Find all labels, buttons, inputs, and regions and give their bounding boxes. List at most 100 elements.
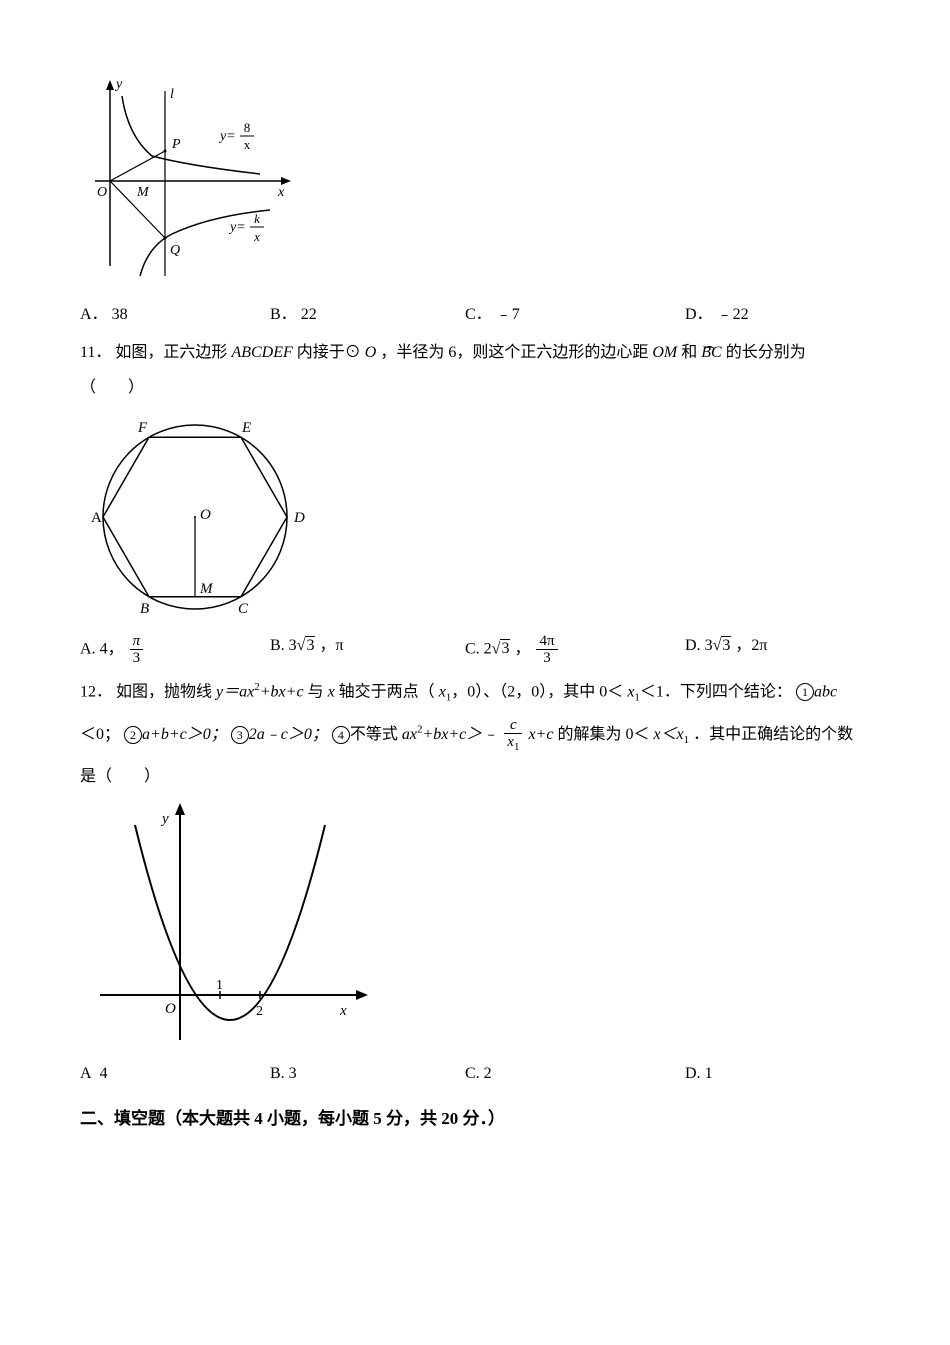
label-P: P [171, 137, 181, 152]
opt-val: 4， [100, 640, 124, 657]
var: x [439, 683, 446, 700]
q11-opt-b: B. 3√3 ，π [270, 633, 465, 667]
lbl-E: E [241, 420, 251, 436]
q12-opt-a: A 4 [80, 1061, 270, 1087]
num: c [504, 717, 522, 735]
sub: 1 [684, 734, 690, 746]
sub: 1 [514, 741, 520, 753]
txt: 和 [681, 344, 701, 361]
q11-opt-a: A. 4， π3 [80, 633, 270, 667]
sep: ，π [319, 637, 343, 654]
q10-svg: y x O l M P Q y= 8 x y= k x [80, 66, 300, 296]
poly: ABCDEF [231, 344, 292, 361]
txt: 的长分别为 [726, 344, 806, 361]
axis-y: y [160, 811, 169, 827]
lbl-O: O [200, 507, 211, 523]
q11-figure: A B C D E F O M [80, 407, 870, 627]
opt-label: A [80, 1065, 92, 1082]
txt: ，半径为 6，则这个正六边形的边心距 [380, 344, 652, 361]
val: 3 [289, 637, 297, 654]
eq1-prefix: y= [218, 129, 236, 144]
q12-tail: 是（ ） [80, 764, 870, 790]
val: 2 [484, 640, 492, 657]
txt: 轴交于两点（ [339, 683, 435, 700]
sqrt: 3 [721, 636, 731, 654]
q12-opt-c: C. 2 [465, 1061, 685, 1087]
q11-paren: （ ） [80, 375, 870, 401]
lbl-C: C [238, 601, 249, 617]
line-l-label: l [170, 87, 174, 102]
axis-x-label: x [277, 185, 285, 200]
q12-text-line1: 12． 如图，抛物线 y＝ax2+bx+c 与 x 轴交于两点（ x1，0）、（… [80, 679, 870, 707]
num: π [130, 633, 144, 651]
lbl-D: D [293, 510, 305, 526]
q10-opt-d: D． ﹣22 [685, 302, 749, 328]
txt: 的解集为 0＜ [557, 726, 649, 743]
txt: 如图，正六边形 [115, 344, 231, 361]
eq2-num: k [254, 211, 260, 226]
opt-val: 4 [100, 1065, 108, 1082]
opt-label: C． [465, 306, 492, 323]
opt-label: C. [465, 640, 480, 657]
sqrt: 3 [500, 639, 510, 657]
q11-text: 11． 如图，正六边形 ABCDEF 内接于⊙ O ，半径为 6，则这个正六边形… [80, 340, 870, 366]
eq: ax [402, 726, 417, 743]
q10-opt-b: B． 22 [270, 302, 465, 328]
txt: ＜0； [80, 726, 120, 743]
opt-label: D. [685, 1065, 701, 1082]
eq2-den: x [253, 229, 260, 244]
q11-options: A. 4， π3 B. 3√3 ，π C. 2√3 ， 4π3 D. 3√3 ，… [80, 633, 870, 667]
q-number: 12． [80, 683, 112, 700]
origin-label: O [97, 185, 107, 200]
s: a+b+c＞0； [142, 726, 227, 743]
opt-label: D. [685, 637, 701, 654]
den: 3 [536, 650, 557, 667]
origin: O [165, 1001, 176, 1017]
opt-label: B. [270, 637, 285, 654]
sep: ， [514, 640, 530, 657]
opt-val: 2 [484, 1065, 492, 1082]
tick2: 2 [256, 1004, 263, 1019]
opt-val: 38 [112, 306, 128, 323]
q12-options: A 4 B. 3 C. 2 D. 1 [80, 1061, 870, 1087]
txt: ＜1．下列四个结论： [640, 683, 792, 700]
center: O [365, 344, 377, 361]
q12-text-line2: ＜0； 2a+b+c＞0； 32a﹣c＞0； 4不等式 ax2+bx+c＞﹣ c… [80, 717, 870, 754]
opt-label: C. [465, 1065, 480, 1082]
q12-svg: y x O 1 2 [80, 795, 380, 1055]
tick1: 1 [216, 978, 223, 993]
opt-label: A. [80, 640, 96, 657]
q10-figure: y x O l M P Q y= 8 x y= k x [80, 66, 870, 296]
q12-figure: y x O 1 2 [80, 795, 870, 1055]
opt-val: ﹣22 [717, 306, 749, 323]
s: abc [814, 683, 837, 700]
opt-label: D． [685, 306, 713, 323]
opt-label: A． [80, 306, 108, 323]
txt: 不等式 [350, 726, 402, 743]
label-Q: Q [170, 243, 180, 258]
lbl-A: A [91, 510, 102, 526]
txt: 与 [308, 683, 328, 700]
section-2-heading: 二、填空题（本大题共 4 小题，每小题 5 分，共 20 分．） [80, 1105, 870, 1132]
lbl-B: B [140, 601, 149, 617]
eq: x＜x [653, 726, 683, 743]
val: 3 [705, 637, 713, 654]
q11-opt-c: C. 2√3 ， 4π3 [465, 633, 685, 667]
eq: +bx+c [260, 683, 304, 700]
q11-opt-d: D. 3√3 ，2π [685, 633, 767, 667]
opt-label: B． [270, 306, 297, 323]
txt: 内接于⊙ [297, 344, 361, 361]
sep: ，2π [735, 637, 767, 654]
seg: OM [652, 344, 677, 361]
q11-svg: A B C D E F O M [80, 407, 320, 627]
axis-x: x [339, 1003, 347, 1019]
lbl-F: F [137, 420, 148, 436]
label-M: M [136, 185, 150, 200]
q10-opt-a: A． 38 [80, 302, 270, 328]
eq1-num: 8 [244, 120, 251, 135]
eq: x+c [528, 726, 553, 743]
eq: +bx+c＞﹣ [422, 726, 498, 743]
eq: y＝ax [216, 683, 254, 700]
txt: ，0）、（2，0），其中 0＜ [451, 683, 623, 700]
den: 3 [130, 650, 144, 667]
